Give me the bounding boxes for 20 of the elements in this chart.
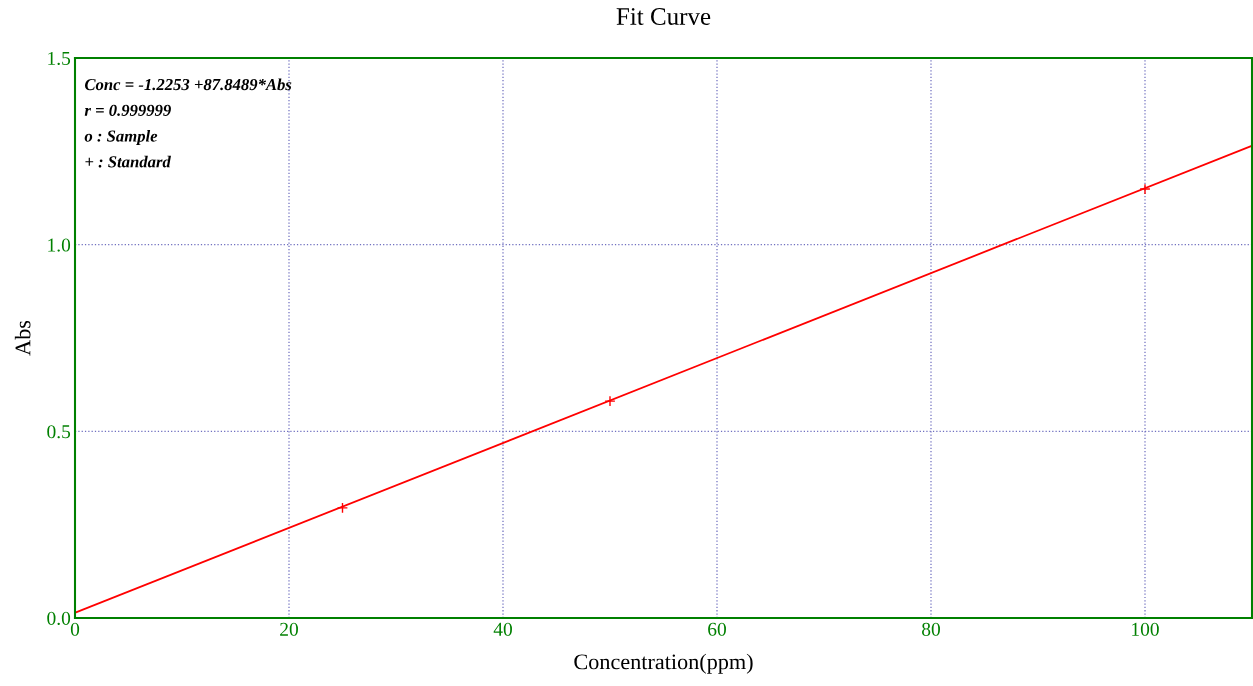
x-tick-label: 40 [493,622,512,636]
x-tick-label: 100 [1132,622,1159,636]
annotation: r = 0.999999 [84,104,171,116]
y-tick-label: 1.0 [48,238,71,252]
x-tick-label: 60 [708,622,726,636]
y-tick-label: 0.5 [47,425,71,439]
x-axis-title: Concentration(ppm) [574,653,753,674]
x-tick-label: 20 [280,622,298,636]
chart-title: Fit Curve [616,8,711,25]
annotation: Conc = -1.2253 +87.8489*Abs [84,78,292,91]
y-tick-label: 1.5 [48,51,71,66]
x-tick-label: 80 [922,622,940,636]
point [1139,183,1151,195]
point [336,502,349,514]
annotation: o : Sample [84,129,158,146]
x-tick-label: 0 [70,622,80,636]
y-tick-label: 0.0 [47,611,71,626]
y-axis-title: Abs [14,320,31,356]
point [604,395,616,407]
annotation: + : Standard [85,155,171,168]
